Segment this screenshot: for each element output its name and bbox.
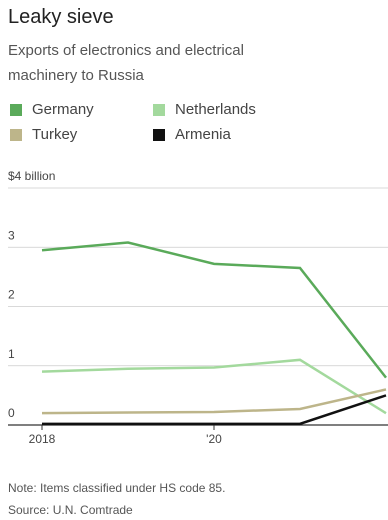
y-tick-label: 3 <box>8 228 15 242</box>
series-line <box>41 388 387 415</box>
y-tick-label: 0 <box>8 406 15 420</box>
legend-label: Armenia <box>175 126 231 143</box>
series-line <box>42 394 387 426</box>
note: Note: Items classified under HS code 85. <box>8 481 226 495</box>
y-tick-label: 2 <box>8 288 15 302</box>
legend-swatch <box>10 103 22 116</box>
legend-item: Armenia <box>153 126 231 143</box>
legend-item: Netherlands <box>153 101 256 118</box>
legend-label: Netherlands <box>175 101 256 118</box>
legend-swatch <box>10 128 22 141</box>
legend-item: Germany <box>10 101 94 118</box>
x-tick-label: '20 <box>206 432 222 446</box>
legend-swatch <box>153 103 165 116</box>
y-tick-label: 1 <box>8 347 15 361</box>
chart-title: Leaky sieve <box>8 6 114 28</box>
series-line <box>41 358 387 415</box>
legend-swatch <box>153 128 165 141</box>
legend-item: Turkey <box>10 126 77 143</box>
chart-subtitle: Exports of electronics and electrical ma… <box>8 42 244 84</box>
x-tick-label: 2018 <box>29 432 56 446</box>
legend-label: Germany <box>32 101 94 118</box>
series-line <box>41 241 387 379</box>
y-tick-label: $4 billion <box>8 169 55 183</box>
source: Source: U.N. Comtrade <box>8 503 133 517</box>
legend-label: Turkey <box>32 126 78 143</box>
